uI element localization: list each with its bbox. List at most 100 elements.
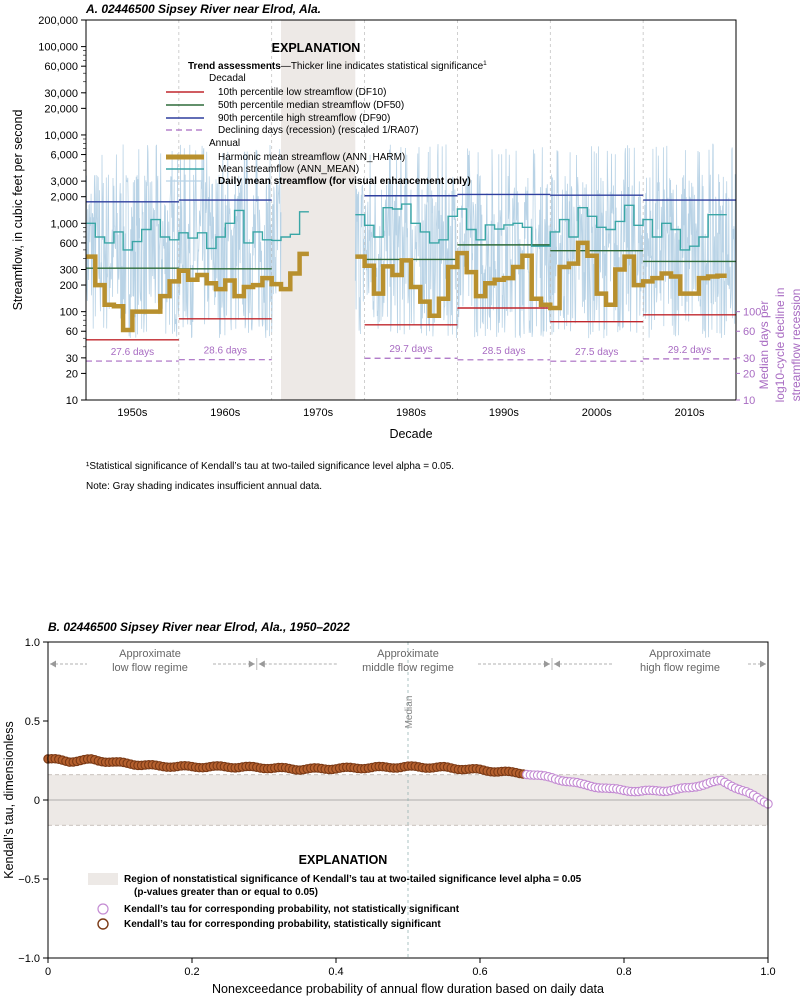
- b-xtick-label-2: 0.4: [328, 966, 343, 978]
- a-right-tick-label-1: 20: [743, 368, 755, 380]
- panel-b-chart: B. 02446500 Sipsey River near Elrod, Ala…: [2, 620, 776, 996]
- b-ytick-label-3: 0.5: [25, 716, 40, 728]
- decade-label-2: 1970s: [303, 407, 333, 419]
- legend-nonsig-swatch: [97, 903, 109, 915]
- a-ytick-label-5: 200: [60, 280, 78, 292]
- recession-label-2: 29.7 days: [389, 344, 432, 355]
- b-ytick-label-1: −0.5: [18, 874, 40, 886]
- right-axis-label-line-1: Median days per: [757, 301, 771, 390]
- panel-a-footnote: ¹Statistical significance of Kendall’s t…: [86, 461, 454, 472]
- panel-a-axes: 10 20 30 60 100 200 300 600 1,000 2,000 3,000 6,000…: [38, 15, 761, 419]
- panel-b-axes: −1.0 −0.5 0 0.5 1.0 0 0.2 0.4 0.6 0.8 1.0: [18, 637, 775, 978]
- a-ytick-label-1: 20: [66, 368, 78, 380]
- b-ytick-label-0: −1.0: [18, 953, 40, 965]
- decade-label-5: 2000s: [582, 407, 612, 419]
- panel-a-series: 27.6 days 28.6 days 29.7 days 28.5 days 27.5…: [86, 193, 736, 362]
- panel-a-x-axis-label: Decade: [389, 427, 432, 441]
- panel-a-title: A. 02446500 Sipsey River near Elrod, Ala…: [85, 2, 321, 16]
- legend-trend-rest: —Thicker line indicates statistical sign…: [281, 61, 484, 72]
- recession-label-1: 28.6 days: [204, 346, 247, 357]
- panel-a-chart: A. 02446500 Sipsey River near Elrod, Ala…: [11, 2, 803, 492]
- median-label: Median: [404, 696, 415, 729]
- a-right-tick-label-3: 60: [743, 326, 755, 338]
- kendall-tau-points: [43, 753, 773, 809]
- panel-b-x-axis-label: Nonexceedance probability of annual flow…: [212, 982, 604, 996]
- legend-trend-sup: 1: [483, 60, 487, 67]
- b-xtick-label-3: 0.6: [472, 966, 487, 978]
- legend-mean-label: Mean streamflow (ANN_MEAN): [218, 164, 359, 175]
- ann-harm-step-1: [355, 240, 727, 318]
- decade-label-0: 1950s: [117, 407, 147, 419]
- legend-region-line-2: (p-values greater than or equal to 0.05): [134, 887, 318, 898]
- legend-df10-label: 10th percentile low streamflow (DF10): [218, 87, 386, 98]
- regime-low-line-2: low flow regime: [112, 662, 188, 674]
- panel-b-legend: EXPLANATION Region of nonstatistical sig…: [88, 853, 582, 930]
- daily-mean-streamflow-series: [85, 143, 737, 339]
- panel-b-title: B. 02446500 Sipsey River near Elrod, Ala…: [48, 620, 350, 634]
- a-right-tick-label-0: 10: [743, 395, 755, 407]
- a-ytick-label-13: 20,000: [44, 103, 78, 115]
- panel-a-legend-title: EXPLANATION: [272, 41, 361, 55]
- legend-daily-label: Daily mean streamflow (for visual enhanc…: [218, 176, 471, 187]
- a-ytick-label-2: 30: [66, 353, 78, 365]
- regime-labels: Approximate low flow regime Approximate …: [112, 648, 720, 728]
- legend-trend-heading: Trend assessments—Thicker line indicates…: [188, 60, 487, 72]
- legend-recession-label: Declining days (recession) (rescaled 1/R…: [218, 125, 419, 136]
- panel-a-note: Note: Gray shading indicates insufficien…: [86, 481, 322, 492]
- a-ytick-label-16: 100,000: [38, 42, 78, 54]
- regime-arrowhead-right-2: [760, 660, 766, 668]
- legend-harm-label: Harmonic mean streamflow (ANN_HARM): [218, 152, 405, 163]
- a-ytick-label-11: 6,000: [50, 150, 78, 162]
- regime-arrowhead-right-1: [544, 660, 550, 668]
- legend-nonsig-label: Kendall’s tau for corresponding probabil…: [124, 904, 460, 915]
- panel-b-legend-title: EXPLANATION: [299, 853, 388, 867]
- daily-mean-trace-0: [85, 144, 282, 339]
- a-ytick-label-15: 60,000: [44, 61, 78, 73]
- ann-mean-step-0: [86, 209, 309, 251]
- regime-high-line-2: high flow regime: [640, 662, 720, 674]
- legend-trend-bold: Trend assessments: [188, 61, 281, 72]
- panel-a-plot-frame: [85, 19, 737, 401]
- a-ytick-label-4: 100: [60, 307, 78, 319]
- legend-df90-label: 90th percentile high streamflow (DF90): [218, 113, 390, 124]
- panel-a-legend: EXPLANATION Trend assessments—Thicker li…: [166, 41, 487, 187]
- panel-a-right-axis-label: Median days per log10-cycle decline in s…: [757, 288, 803, 403]
- regime-arrowhead-left-2: [554, 660, 560, 668]
- decade-label-3: 1980s: [396, 407, 426, 419]
- b-xtick-label-4: 0.8: [616, 966, 631, 978]
- b-xtick-label-0: 0: [45, 966, 51, 978]
- recession-label-3: 28.5 days: [482, 346, 525, 357]
- regime-arrowhead-left-0: [50, 660, 56, 668]
- a-ytick-label-14: 30,000: [44, 88, 78, 100]
- insufficient-data-shading: [281, 20, 356, 400]
- daily-mean-trace-1: [354, 143, 737, 339]
- a-ytick-label-9: 2,000: [50, 192, 78, 204]
- regime-arrowhead-left-1: [258, 660, 265, 668]
- legend-sig-swatch: [97, 918, 109, 930]
- a-ytick-label-12: 10,000: [44, 130, 78, 142]
- recession-label-0: 27.6 days: [111, 347, 154, 358]
- a-ytick-label-8: 1,000: [50, 218, 78, 230]
- legend-region-line-1: Region of nonstatistical significance of…: [124, 874, 582, 885]
- b-xtick-label-1: 0.2: [184, 966, 199, 978]
- regime-high-line-1: Approximate: [649, 648, 711, 660]
- regime-mid-line-1: Approximate: [377, 648, 439, 660]
- decade-label-1: 1960s: [210, 407, 240, 419]
- insufficient-data-rect: [281, 20, 356, 400]
- regime-arrowhead-right-0: [248, 660, 255, 668]
- right-axis-label-line-3: streamflow recession: [789, 289, 803, 402]
- a-ytick-label-17: 200,000: [38, 15, 78, 27]
- a-ytick-label-10: 3,000: [50, 176, 78, 188]
- legend-band-swatch: [88, 873, 118, 885]
- b-ytick-label-4: 1.0: [25, 637, 40, 649]
- right-axis-label-line-2: log10-cycle decline in: [773, 288, 787, 403]
- panel-b-y-axis-label: Kendall’s tau, dimensionless: [2, 721, 16, 879]
- b-xtick-label-5: 1.0: [760, 966, 775, 978]
- a-right-tick-label-4: 100: [743, 307, 761, 319]
- legend-df50-label: 50th percentile median streamflow (DF50): [218, 100, 404, 111]
- ann-mean-step-1: [355, 203, 727, 251]
- a-ytick-label-0: 10: [66, 395, 78, 407]
- a-ytick-label-7: 600: [60, 238, 78, 250]
- recession-label-5: 29.2 days: [668, 345, 711, 356]
